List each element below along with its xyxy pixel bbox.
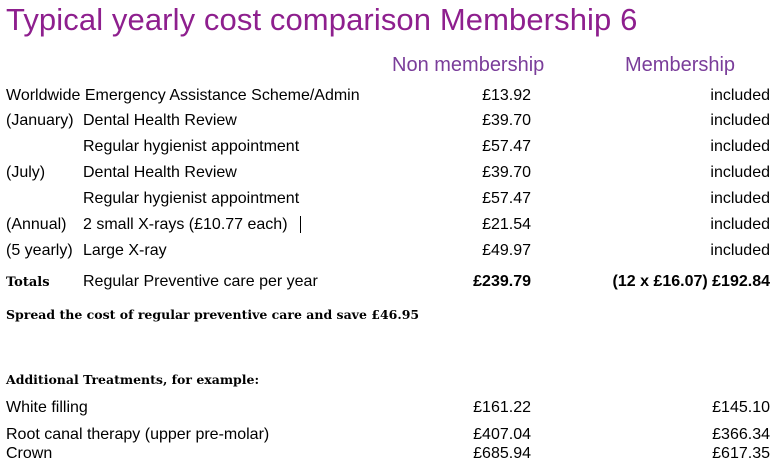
treatment-membership-cost: £366.34 [712,426,770,443]
totals-description: Regular Preventive care per year [83,273,318,290]
row-non-membership-cost: £57.47 [482,138,531,155]
row-membership-cost: included [710,164,770,181]
treatment-name: Root canal therapy (upper pre-molar) [6,426,270,443]
treatment-membership-cost: £145.10 [712,399,770,416]
text-cursor [299,216,301,233]
cost-row: (January) Dental Health Review £39.70 in… [0,112,775,136]
cost-row: (5 yearly) Large X-ray £49.97 included [0,242,775,266]
additional-row: White filling £161.22 £145.10 [0,399,775,423]
savings-note: Spread the cost of regular preventive ca… [6,307,420,322]
row-description: Regular hygienist appointment [83,190,300,207]
treatment-non-membership-cost: £407.04 [473,426,531,443]
row-non-membership-cost: £39.70 [482,112,531,129]
row-membership-cost: included [710,216,770,233]
row-membership-cost: included [710,112,770,129]
row-description: Large X-ray [83,242,167,259]
totals-label: Totals [6,275,50,290]
totals-row: Totals Regular Preventive care per year … [0,273,775,297]
row-description: Regular hygienist appointment [83,138,300,155]
additional-row: Root canal therapy (upper pre-molar) £40… [0,426,775,450]
treatment-membership-cost: £617.35 [712,445,770,462]
row-membership-cost: included [710,138,770,155]
row-membership-cost: included [710,242,770,259]
row-membership-cost: included [710,190,770,207]
cost-row: (Annual) 2 small X-rays (£10.77 each) £2… [0,216,775,240]
cost-row: Worldwide Emergency Assistance Scheme/Ad… [0,87,775,111]
row-period: (Annual) [6,216,67,233]
row-non-membership-cost: £13.92 [482,87,531,104]
totals-membership: (12 x £16.07) £192.84 [612,273,770,290]
non-membership-header: Non membership [392,54,545,76]
row-non-membership-cost: £49.97 [482,242,531,259]
cost-row: Regular hygienist appointment £57.47 inc… [0,190,775,214]
treatment-non-membership-cost: £685.94 [473,445,531,462]
cost-row: (July) Dental Health Review £39.70 inclu… [0,164,775,188]
row-description: 2 small X-rays (£10.77 each) [83,216,288,233]
treatment-name: Crown [6,445,53,462]
row-description-wrap: 2 small X-rays (£10.77 each) [83,216,301,234]
row-description: Dental Health Review [83,112,237,129]
row-period: (5 yearly) [6,242,73,259]
row-description: Dental Health Review [83,164,237,181]
totals-non-membership: £239.79 [473,273,531,290]
row-period: (January) [6,112,74,129]
row-non-membership-cost: £39.70 [482,164,531,181]
additional-heading: Additional Treatments, for example: [6,372,260,387]
treatment-non-membership-cost: £161.22 [473,399,531,416]
cost-row: Regular hygienist appointment £57.47 inc… [0,138,775,162]
row-description: Worldwide Emergency Assistance Scheme/Ad… [6,87,360,104]
row-period: (July) [6,164,46,181]
membership-header: Membership [625,54,736,76]
row-membership-cost: included [710,87,770,104]
additional-row: Crown £685.94 £617.35 [0,445,775,469]
row-non-membership-cost: £21.54 [482,216,531,233]
row-non-membership-cost: £57.47 [482,190,531,207]
treatment-name: White filling [6,399,88,416]
page-title: Typical yearly cost comparison Membershi… [6,2,638,37]
